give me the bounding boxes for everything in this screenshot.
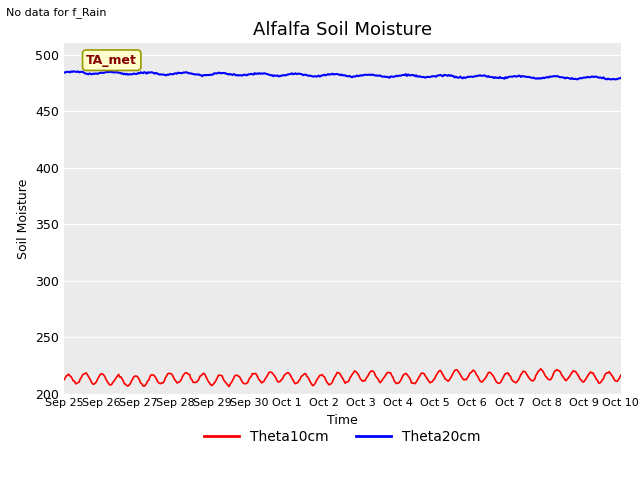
Theta10cm bbox=[234, 373, 242, 379]
Theta20cm bbox=[373, 72, 381, 78]
Theta10cm bbox=[60, 377, 68, 383]
Legend: Theta10cm, Theta20cm: Theta10cm, Theta20cm bbox=[198, 425, 486, 450]
Theta10cm bbox=[225, 384, 233, 389]
Theta20cm bbox=[234, 73, 242, 79]
Theta20cm bbox=[296, 71, 304, 77]
Text: No data for f_Rain: No data for f_Rain bbox=[6, 7, 107, 18]
Theta10cm bbox=[373, 375, 381, 381]
Theta20cm bbox=[60, 70, 68, 76]
Theta10cm bbox=[617, 372, 625, 378]
Theta20cm bbox=[607, 77, 615, 83]
Theta20cm bbox=[567, 76, 575, 82]
Theta10cm bbox=[537, 366, 545, 372]
Line: Theta10cm: Theta10cm bbox=[64, 369, 621, 386]
Y-axis label: Soil Moisture: Soil Moisture bbox=[17, 178, 29, 259]
Theta20cm bbox=[399, 72, 407, 78]
Theta10cm bbox=[296, 376, 304, 382]
Title: Alfalfa Soil Moisture: Alfalfa Soil Moisture bbox=[253, 21, 432, 39]
Theta10cm bbox=[568, 370, 576, 375]
X-axis label: Time: Time bbox=[327, 414, 358, 427]
Theta10cm bbox=[399, 372, 407, 378]
Text: TA_met: TA_met bbox=[86, 54, 137, 67]
Line: Theta20cm: Theta20cm bbox=[64, 71, 621, 80]
Theta10cm bbox=[470, 368, 478, 374]
Theta20cm bbox=[617, 75, 625, 81]
Theta20cm bbox=[470, 73, 478, 79]
Theta20cm bbox=[107, 68, 115, 74]
